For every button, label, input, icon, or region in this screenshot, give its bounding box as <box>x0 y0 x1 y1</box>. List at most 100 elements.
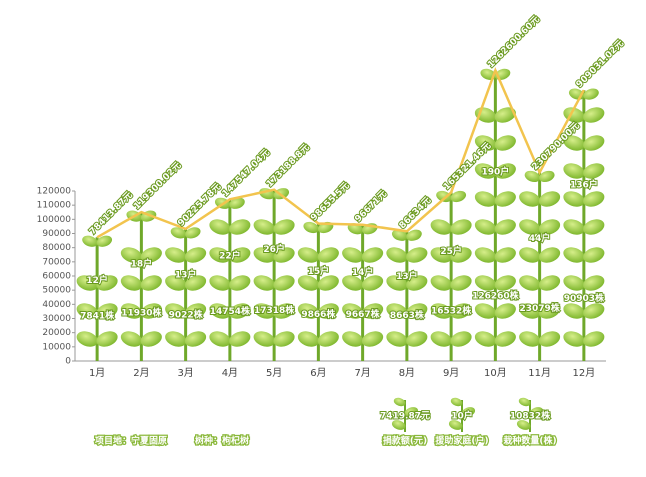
y-tick-label: 80000 <box>42 243 71 253</box>
leaf <box>184 247 207 263</box>
leaf <box>474 191 497 207</box>
leaf <box>361 247 384 263</box>
y-tick-label: 110000 <box>37 201 72 211</box>
leaf <box>209 247 231 263</box>
household-label: 15户 <box>308 265 330 277</box>
leaf <box>361 331 384 347</box>
leaf <box>96 275 118 291</box>
x-tick-label: 8月 <box>399 367 415 379</box>
note: 项目地：宁夏固原 <box>95 435 167 447</box>
leaf <box>184 331 207 347</box>
leaf <box>563 247 585 263</box>
leaf <box>519 219 541 235</box>
x-tick-label: 4月 <box>222 367 238 379</box>
leaf <box>120 303 143 319</box>
x-tick-label: 11月 <box>528 367 551 379</box>
leaf <box>209 275 231 291</box>
x-tick-label: 1月 <box>89 367 105 379</box>
legend-item <box>516 397 544 432</box>
leaf <box>524 170 541 183</box>
leaf <box>494 135 516 151</box>
leaf <box>303 221 319 234</box>
leaf <box>516 420 531 430</box>
plant <box>563 88 605 361</box>
plant <box>519 170 561 361</box>
leaf <box>494 107 516 123</box>
y-tick-label: 70000 <box>42 257 71 267</box>
leaf <box>386 331 408 347</box>
leaf <box>273 331 295 347</box>
count-label: 8663株 <box>390 309 425 321</box>
leaf <box>538 303 561 319</box>
household-label: 25户 <box>440 245 462 257</box>
leaf <box>436 190 452 203</box>
leaf <box>347 223 364 235</box>
x-tick-label: 2月 <box>133 367 149 379</box>
leaf <box>494 331 516 347</box>
leaf <box>342 303 364 319</box>
x-tick-label: 5月 <box>266 367 282 379</box>
leaf <box>393 397 406 407</box>
leaf <box>583 331 605 347</box>
leaf <box>583 135 605 151</box>
x-tick-label: 3月 <box>177 367 193 379</box>
note: 树种：枸杞树 <box>195 435 249 447</box>
leaf <box>297 275 320 291</box>
x-tick-label: 12月 <box>573 367 596 379</box>
leaf <box>229 275 251 291</box>
leaf <box>538 331 561 347</box>
y-tick-label: 0 <box>65 357 71 367</box>
x-tick-label: 7月 <box>354 367 370 379</box>
leaf <box>538 191 561 207</box>
y-tick-label: 60000 <box>42 272 71 282</box>
leaf <box>494 275 516 291</box>
leaf <box>518 397 531 407</box>
y-tick-label: 100000 <box>37 215 72 225</box>
leaf <box>563 275 585 291</box>
leaf <box>386 247 408 263</box>
leaf <box>563 191 585 207</box>
leaf <box>229 197 245 209</box>
count-label: 11930株 <box>121 307 162 319</box>
leaf <box>519 247 541 263</box>
plant <box>386 229 428 361</box>
household-label: 13户 <box>175 269 197 281</box>
household-label: 44户 <box>529 232 551 244</box>
leaf <box>474 247 497 263</box>
count-label: 17318株 <box>254 304 295 316</box>
plant <box>76 235 118 361</box>
household-label: 13户 <box>396 270 418 282</box>
leaf <box>297 247 320 263</box>
leaf <box>184 275 207 291</box>
leaf <box>430 331 452 347</box>
leaf <box>120 331 143 347</box>
leaf <box>253 275 275 291</box>
count-label: 16532株 <box>431 304 472 316</box>
legend-item <box>391 397 419 432</box>
household-label: 18户 <box>131 258 153 270</box>
household-label: 190户 <box>481 166 509 178</box>
legend-item <box>448 397 476 432</box>
leaf <box>494 303 516 319</box>
y-tick-label: 10000 <box>42 342 71 352</box>
leaf <box>583 88 599 100</box>
leaf <box>253 331 275 347</box>
leaf <box>391 420 406 430</box>
leaf <box>519 191 541 207</box>
amount-line <box>96 66 585 239</box>
leaf <box>538 219 561 235</box>
leaf <box>165 303 187 319</box>
plant <box>253 188 295 361</box>
leaf <box>494 247 516 263</box>
leaf <box>583 247 605 263</box>
leaf <box>538 247 561 263</box>
leaf <box>342 247 364 263</box>
leaf <box>474 303 497 319</box>
leaf <box>583 303 605 319</box>
leaf <box>538 275 561 291</box>
leaf <box>583 275 605 291</box>
leaf <box>406 303 428 319</box>
legend-label: 捐款额(元) <box>383 435 427 447</box>
leaf <box>120 247 143 263</box>
leaf <box>165 275 187 291</box>
